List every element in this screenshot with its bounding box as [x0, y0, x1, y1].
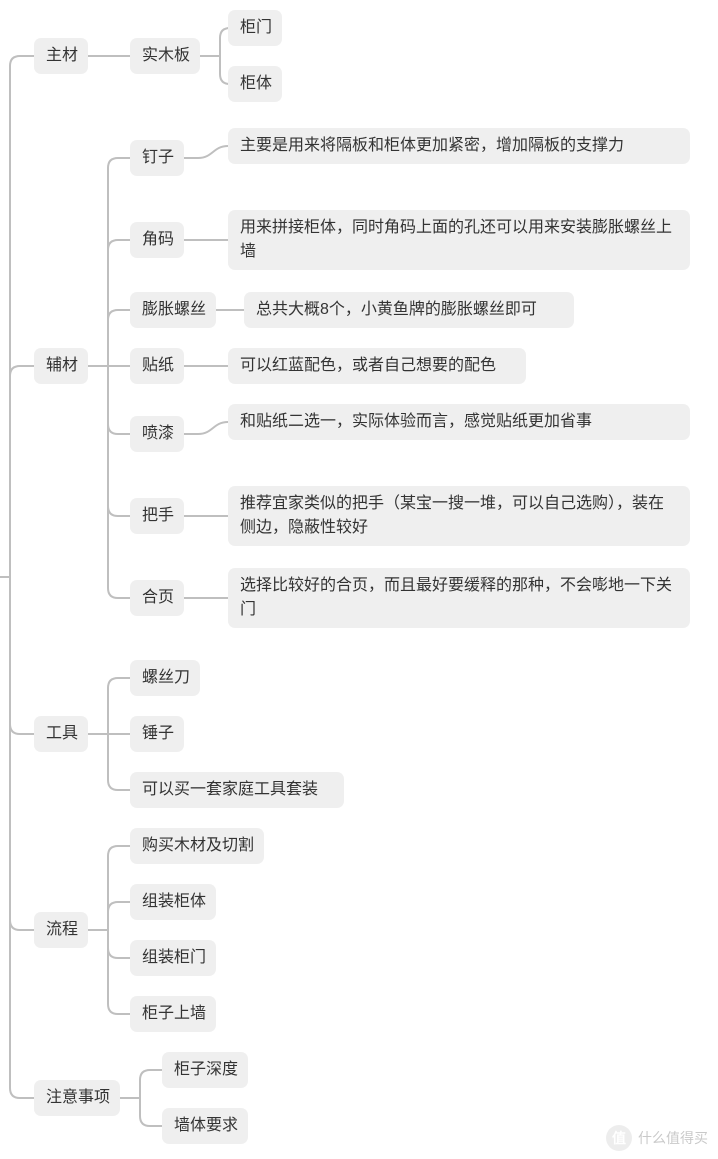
node-solid-wood: 实木板 [130, 38, 200, 74]
watermark: 值 什么值得买 [606, 1125, 708, 1151]
node-mount-wall: 柜子上墙 [130, 996, 216, 1032]
node-hinge: 合页 [130, 580, 184, 616]
node-main-material: 主材 [34, 38, 88, 74]
node-process: 流程 [34, 912, 88, 948]
node-aux-material: 辅材 [34, 348, 88, 384]
node-expansion-screw-desc: 总共大概8个，小黄鱼牌的膨胀螺丝即可 [244, 292, 574, 328]
node-screwdriver: 螺丝刀 [130, 660, 200, 696]
node-cabinet-body: 柜体 [228, 66, 282, 102]
node-assemble-body: 组装柜体 [130, 884, 216, 920]
node-nails: 钉子 [130, 140, 184, 176]
node-depth: 柜子深度 [162, 1052, 248, 1088]
mindmap-canvas: 主材 实木板柜门柜体辅材 钉子 主要是用来将隔板和柜体更加紧密，增加隔板的支撑力角码 用… [0, 0, 718, 1159]
node-corner-code: 角码 [130, 222, 184, 258]
watermark-badge: 值 [606, 1125, 632, 1151]
node-spray-paint: 喷漆 [130, 416, 184, 452]
node-assemble-door: 组装柜门 [130, 940, 216, 976]
node-handle-desc: 推荐宜家类似的把手（某宝一搜一堆，可以自己选购），装在侧边，隐蔽性较好 [228, 486, 690, 546]
node-hammer: 锤子 [130, 716, 184, 752]
node-wall-req: 墙体要求 [162, 1108, 248, 1144]
watermark-label: 什么值得买 [638, 1128, 708, 1148]
node-tools: 工具 [34, 716, 88, 752]
node-toolkit: 可以买一套家庭工具套装 [130, 772, 344, 808]
node-notes: 注意事项 [34, 1080, 120, 1116]
node-handle: 把手 [130, 498, 184, 534]
node-cabinet-door: 柜门 [228, 10, 282, 46]
node-buy-cut: 购买木材及切割 [130, 828, 264, 864]
node-expansion-screw: 膨胀螺丝 [130, 292, 216, 328]
node-nails-desc: 主要是用来将隔板和柜体更加紧密，增加隔板的支撑力 [228, 128, 690, 164]
node-spray-paint-desc: 和贴纸二选一，实际体验而言，感觉贴纸更加省事 [228, 404, 690, 440]
node-corner-code-desc: 用来拼接柜体，同时角码上面的孔还可以用来安装膨胀螺丝上墙 [228, 210, 690, 270]
node-sticker-desc: 可以红蓝配色，或者自己想要的配色 [228, 348, 526, 384]
node-hinge-desc: 选择比较好的合页，而且最好要缓释的那种，不会嘭地一下关门 [228, 568, 690, 628]
node-sticker: 贴纸 [130, 348, 184, 384]
